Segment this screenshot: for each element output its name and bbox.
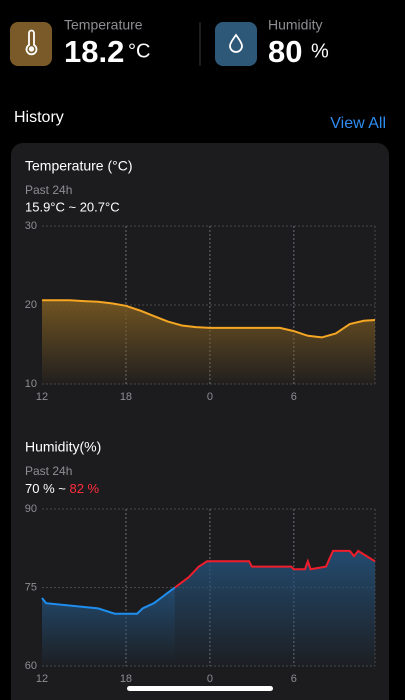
temperature-icon xyxy=(10,22,52,66)
area xyxy=(42,300,375,384)
temperature-value: 18.2 xyxy=(64,34,124,69)
range-sep: ~ xyxy=(58,481,66,496)
history-title: History xyxy=(14,109,64,126)
humidity-icon xyxy=(215,22,257,66)
y-tick-label: 60 xyxy=(25,660,37,672)
x-tick-label: 6 xyxy=(291,673,297,685)
thermometer-glyph xyxy=(25,29,38,56)
chart-range: 70 % ~ 82 % xyxy=(25,481,100,496)
y-tick-label: 10 xyxy=(25,378,37,390)
x-tick-label: 0 xyxy=(207,391,213,403)
y-tick-label: 30 xyxy=(25,220,37,232)
x-tick-label: 6 xyxy=(291,391,297,403)
area xyxy=(174,550,375,666)
area xyxy=(42,587,175,666)
chart-title: Humidity(%) xyxy=(25,439,101,455)
humidity-label: Humidity xyxy=(268,17,322,33)
temperature-label: Temperature xyxy=(64,17,143,33)
x-tick-label: 0 xyxy=(207,673,213,685)
chart-subtitle: Past 24h xyxy=(25,464,72,478)
range-high: 82 % xyxy=(69,481,99,496)
x-tick-label: 12 xyxy=(36,673,48,685)
y-tick-label: 20 xyxy=(25,299,37,311)
history-card xyxy=(11,143,389,700)
line xyxy=(41,586,176,615)
view-all-link[interactable]: View All xyxy=(330,115,386,132)
range-low: 70 % xyxy=(25,481,55,496)
chart-title: Temperature (°C) xyxy=(25,158,133,174)
humidity-value: 80 xyxy=(268,34,302,69)
line xyxy=(42,299,376,339)
line xyxy=(174,549,376,589)
x-tick-label: 18 xyxy=(120,391,132,403)
chart-subtitle: Past 24h xyxy=(25,183,72,197)
temperature-unit: °C xyxy=(128,40,150,62)
x-tick-label: 18 xyxy=(120,673,132,685)
y-tick-label: 90 xyxy=(25,503,37,515)
humidity-unit: % xyxy=(311,40,329,62)
drop-glyph xyxy=(229,33,243,53)
home-indicator xyxy=(127,686,273,691)
x-tick-label: 12 xyxy=(36,391,48,403)
y-tick-label: 75 xyxy=(25,581,37,593)
chart-range: 15.9°C ~ 20.7°C xyxy=(25,199,120,214)
